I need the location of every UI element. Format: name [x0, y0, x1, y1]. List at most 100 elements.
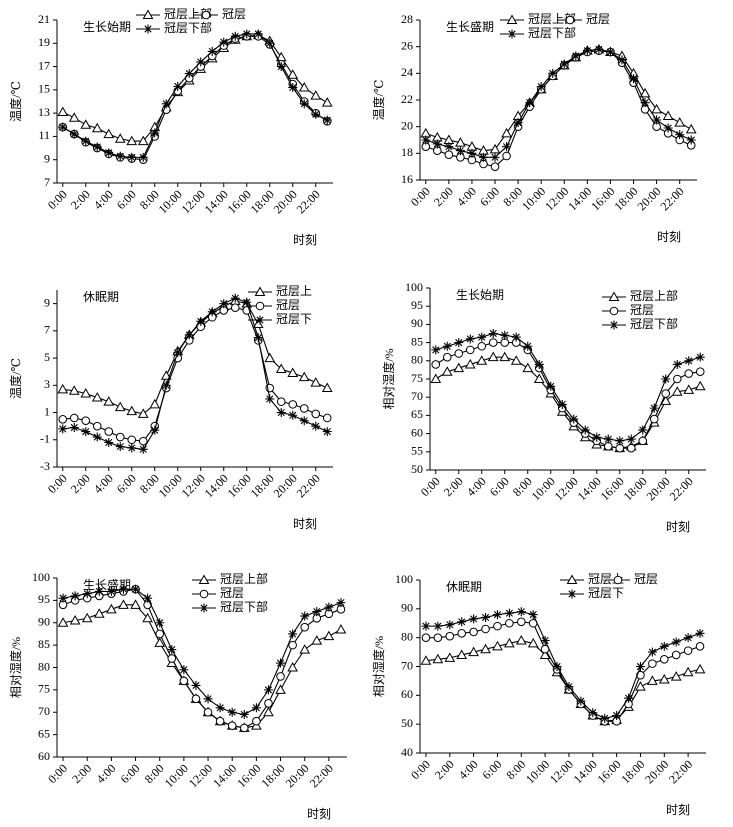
triangle-marker [68, 385, 80, 395]
x-axis-label: 时刻 [657, 230, 681, 244]
star-marker [324, 602, 334, 612]
triangle-marker [464, 358, 476, 369]
circle-marker [695, 642, 705, 651]
star-marker [592, 432, 602, 442]
triangle-marker [198, 574, 210, 584]
triangle-marker [487, 351, 499, 362]
triangle-marker [694, 663, 706, 674]
axes [56, 20, 333, 184]
triangle-marker [57, 617, 69, 627]
star-marker [661, 374, 671, 384]
triangle-marker [527, 637, 539, 648]
circle-marker [454, 349, 464, 358]
y-tick-label: 50 [411, 462, 423, 476]
x-tick-label: 20:00 [642, 757, 671, 786]
star-marker [559, 59, 569, 69]
x-axis-label: 时刻 [307, 807, 331, 821]
star-marker [525, 98, 535, 108]
circle-marker [609, 306, 619, 316]
circle-marker [671, 650, 681, 660]
circle-marker [58, 415, 68, 424]
y-axis-label: 温度/℃ [8, 81, 23, 122]
triangle-marker [57, 383, 69, 394]
x-tick-label: 12:00 [179, 187, 208, 216]
x-tick-label: 20:00 [634, 184, 663, 213]
x-tick-label: 22:00 [294, 471, 323, 500]
star-marker [504, 608, 514, 618]
star-marker [92, 142, 102, 152]
circle-marker [500, 338, 510, 347]
triangle-marker [670, 671, 682, 681]
circle-marker [613, 575, 623, 585]
x-tick-label: 12:00 [547, 757, 576, 786]
x-tick-label: 22:00 [294, 187, 323, 216]
x-tick-label: 4:00 [93, 761, 118, 786]
x-tick-label: 16:00 [225, 471, 254, 500]
x-tick-label: 0:00 [418, 474, 443, 499]
legend-label: 冠层 [220, 586, 244, 600]
y-tick-label: 17 [38, 58, 50, 72]
x-tick-label: 18:00 [611, 184, 640, 213]
triangle-marker [321, 382, 333, 393]
star-marker [69, 423, 79, 433]
star-marker [253, 333, 263, 343]
star-marker [492, 610, 502, 620]
star-marker [253, 29, 263, 39]
y-tick-label: 90 [401, 601, 413, 615]
y-tick-label: 11 [38, 128, 50, 142]
triangle-marker [310, 90, 322, 100]
star-marker [161, 99, 171, 109]
star-marker [640, 98, 650, 108]
chart-title: 休眠期 [83, 290, 119, 304]
y-tick-label: 90 [411, 316, 423, 330]
star-marker [196, 316, 206, 326]
triangle-marker [635, 681, 646, 691]
x-tick-label: 20:00 [271, 187, 300, 216]
star-marker [322, 115, 332, 125]
x-tick-label: 0:00 [408, 757, 433, 782]
star-marker [322, 427, 332, 437]
circle-marker [92, 421, 102, 431]
star-marker [94, 586, 104, 596]
x-tick-label: 10:00 [529, 474, 558, 503]
series-line [425, 639, 701, 722]
y-axis-label: 相对湿度/% [371, 636, 386, 697]
star-marker [104, 437, 114, 447]
star-marker [242, 29, 252, 39]
y-tick-label: 19 [38, 35, 50, 49]
circle-marker [649, 414, 659, 424]
triangle-marker [566, 574, 578, 584]
y-tick-label: 95 [38, 592, 50, 606]
x-tick-label: 18:00 [618, 757, 647, 786]
circle-marker [127, 435, 137, 445]
y-tick-label: 40 [401, 745, 413, 759]
y-tick-label: 20 [401, 118, 413, 132]
y-axis-label: 相对湿度/% [381, 348, 396, 409]
star-marker [588, 708, 598, 718]
triangle-marker [310, 377, 322, 387]
star-marker [469, 614, 479, 624]
x-tick-label: 16:00 [588, 184, 617, 213]
y-axis-label: 温度/℃ [8, 358, 23, 399]
triangle-marker [480, 643, 491, 654]
triangle-marker [154, 637, 166, 647]
circle-marker [469, 627, 478, 637]
star-marker [69, 129, 79, 139]
y-tick-label: 80 [411, 353, 423, 367]
star-marker [594, 44, 604, 54]
legend-label: 冠层 [634, 572, 658, 586]
triangle-marker [130, 599, 141, 609]
star-marker [263, 685, 273, 695]
triangle-marker [311, 635, 323, 645]
star-marker [663, 123, 673, 133]
x-tick-label: 14:00 [565, 184, 594, 213]
star-marker [576, 696, 586, 706]
triangle-marker [658, 673, 670, 684]
x-tick-label: 10:00 [523, 757, 552, 786]
x-tick-label: 6:00 [114, 187, 139, 212]
star-marker [58, 122, 68, 132]
circle-marker [488, 338, 498, 347]
circle-marker [215, 716, 225, 726]
triangle-marker [335, 623, 347, 634]
circle-marker [684, 369, 694, 378]
